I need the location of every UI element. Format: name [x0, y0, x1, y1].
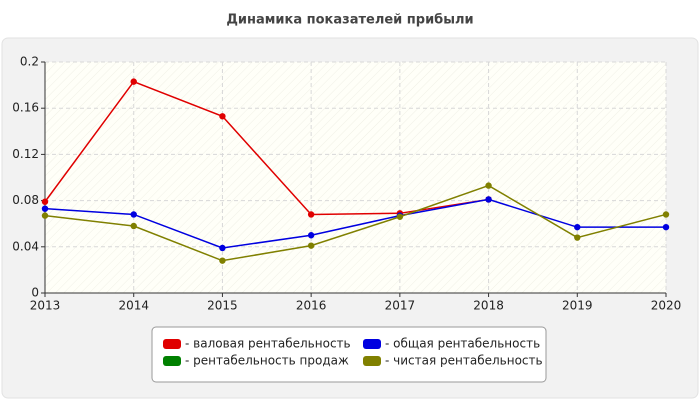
chart-title: Динамика показателей прибыли [226, 13, 473, 28]
y-tick-label: 0.12 [12, 147, 39, 161]
legend-swatch [363, 356, 381, 366]
point [41, 198, 49, 205]
point [130, 78, 137, 85]
y-tick-label: 0 [31, 286, 39, 300]
x-tick-label: 2013 [30, 299, 61, 313]
point [219, 257, 226, 264]
series-line [44, 184, 667, 262]
x-tick-label: 2016 [296, 299, 327, 313]
y-tick-label: 0.16 [12, 101, 39, 115]
x-tick-label: 2014 [118, 299, 149, 313]
x-tick-label: 2017 [385, 299, 416, 313]
legend-label: - рентабельность продаж [185, 354, 349, 368]
legend-label: - валовая рентабельность [185, 337, 351, 351]
x-tick-label: 2018 [473, 299, 504, 313]
point [130, 222, 137, 230]
point [485, 182, 492, 189]
point [485, 196, 492, 203]
point [219, 244, 226, 252]
y-tick-label: 0.04 [12, 239, 39, 253]
x-tick-label: 2015 [207, 299, 238, 313]
plot-area [45, 62, 666, 293]
legend-swatch [163, 339, 181, 349]
legend [151, 326, 547, 383]
point [307, 232, 315, 239]
legend-swatch [363, 339, 381, 349]
point [219, 113, 226, 120]
y-tick-label: 0.2 [20, 55, 39, 69]
point [396, 213, 404, 220]
point [574, 234, 581, 241]
point [41, 205, 49, 212]
point [574, 223, 581, 231]
point [662, 211, 670, 218]
legend-swatch [163, 356, 181, 366]
legend-label: - общая рентабельность [385, 337, 540, 351]
series-line [44, 198, 666, 249]
point [307, 211, 315, 218]
x-tick-label: 2020 [651, 299, 682, 313]
legend-label: - чистая рентабельность [385, 354, 543, 368]
point [662, 223, 670, 231]
y-tick-label: 0.08 [12, 193, 39, 207]
point [130, 211, 137, 218]
point [41, 212, 49, 219]
x-tick-label: 2019 [562, 299, 593, 313]
point [307, 242, 315, 249]
